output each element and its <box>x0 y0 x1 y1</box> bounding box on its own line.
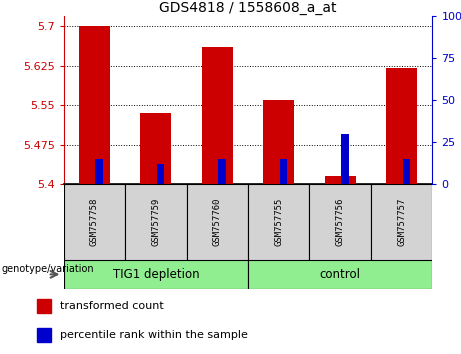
Bar <box>37 328 51 342</box>
Bar <box>141 113 171 184</box>
Bar <box>280 159 287 184</box>
Text: TIG1 depletion: TIG1 depletion <box>112 268 199 281</box>
FancyBboxPatch shape <box>248 260 432 289</box>
Bar <box>202 47 233 184</box>
Bar <box>79 27 110 184</box>
Bar <box>402 159 410 184</box>
FancyBboxPatch shape <box>248 184 309 260</box>
Bar <box>157 164 164 184</box>
Text: GSM757760: GSM757760 <box>213 198 222 246</box>
FancyBboxPatch shape <box>125 184 187 260</box>
Text: GSM757758: GSM757758 <box>90 198 99 246</box>
FancyBboxPatch shape <box>64 260 248 289</box>
Title: GDS4818 / 1558608_a_at: GDS4818 / 1558608_a_at <box>159 1 337 15</box>
FancyBboxPatch shape <box>309 184 371 260</box>
Bar <box>263 100 294 184</box>
Bar <box>325 176 355 184</box>
Text: GSM757757: GSM757757 <box>397 198 406 246</box>
FancyBboxPatch shape <box>64 184 125 260</box>
Text: GSM757759: GSM757759 <box>151 198 160 246</box>
Text: GSM757756: GSM757756 <box>336 198 345 246</box>
Text: GSM757755: GSM757755 <box>274 198 283 246</box>
Text: transformed count: transformed count <box>60 301 164 311</box>
Bar <box>341 133 349 184</box>
FancyBboxPatch shape <box>371 184 432 260</box>
Bar <box>37 299 51 313</box>
Bar <box>386 68 417 184</box>
FancyBboxPatch shape <box>187 184 248 260</box>
Bar <box>95 159 103 184</box>
Text: percentile rank within the sample: percentile rank within the sample <box>60 330 248 340</box>
Text: control: control <box>320 268 361 281</box>
Text: genotype/variation: genotype/variation <box>1 264 94 274</box>
Bar <box>218 159 225 184</box>
